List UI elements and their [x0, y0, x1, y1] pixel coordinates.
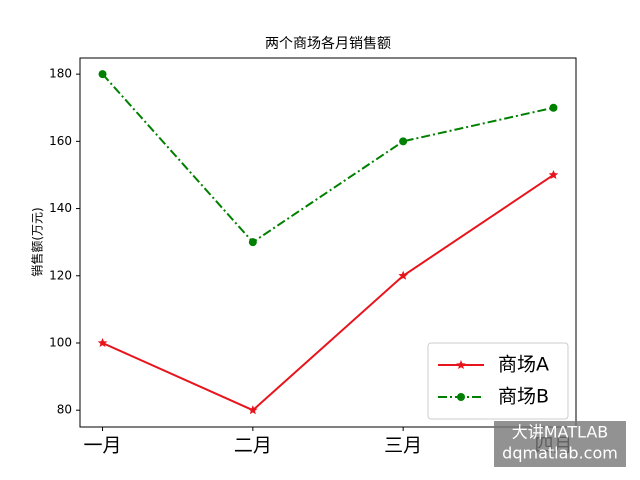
marker	[97, 338, 108, 347]
line	[102, 174, 555, 412]
watermark-text: dqmatlab.com	[502, 444, 618, 463]
legend-marker	[456, 360, 466, 369]
marker	[548, 170, 559, 179]
marker	[248, 405, 258, 415]
legend: 商场A 商场B	[427, 342, 569, 420]
plot-frame	[79, 57, 577, 428]
y-tick-label: 80	[57, 403, 72, 417]
marker	[98, 70, 107, 79]
y-tick-label: 180	[49, 67, 72, 81]
legend-marker	[457, 393, 465, 401]
watermark-box	[494, 421, 626, 467]
watermark: 大讲MATLAB dqmatlab.com	[494, 421, 626, 467]
marker	[399, 137, 408, 146]
marker	[549, 103, 558, 112]
watermark-text: 大讲MATLAB	[512, 423, 609, 442]
marker	[248, 238, 257, 247]
y-tick-label: 100	[49, 335, 72, 349]
y-tick-label: 140	[49, 201, 72, 215]
x-tick-label: 一月	[84, 435, 122, 457]
legend-label: 商场B	[498, 386, 549, 408]
x-tick-label: 二月	[234, 435, 272, 457]
chart-title: 两个商场各月销售额	[265, 36, 391, 52]
y-axis-label: 销售额(万元)	[30, 207, 45, 276]
marker	[398, 270, 408, 280]
y-tick-label: 160	[49, 134, 72, 148]
y-tick-label: 120	[49, 268, 72, 282]
x-tick-label: 三月	[384, 435, 422, 457]
legend-label: 商场A	[498, 354, 549, 376]
line	[101, 73, 554, 244]
